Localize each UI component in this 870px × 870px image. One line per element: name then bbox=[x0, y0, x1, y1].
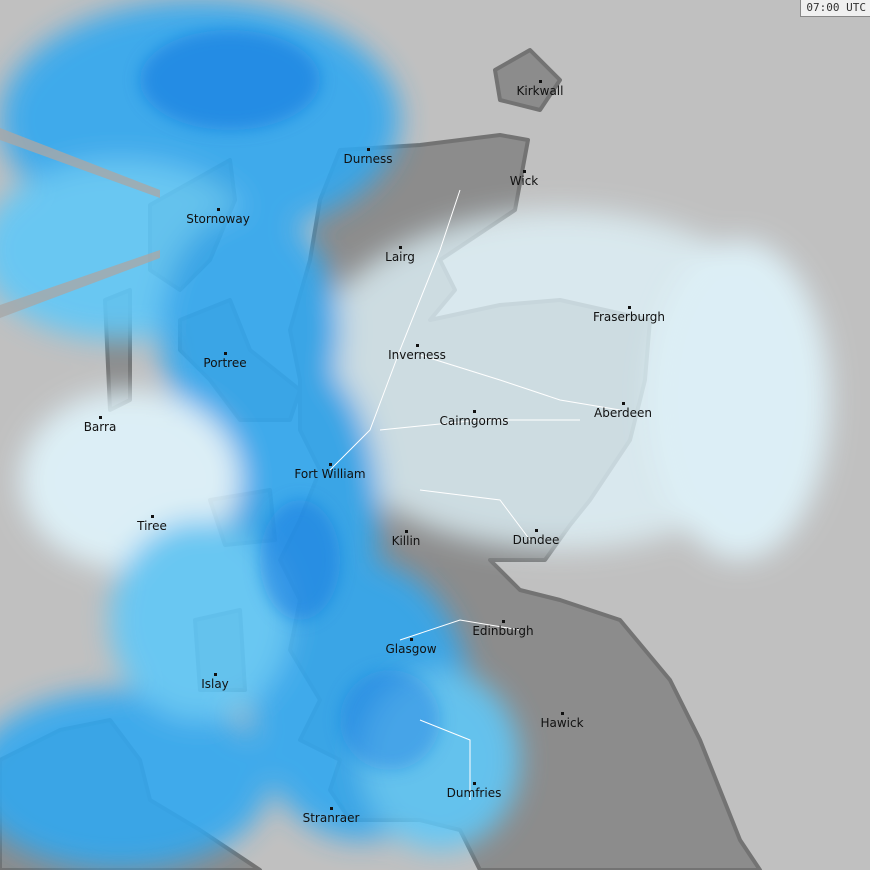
town-marker bbox=[214, 673, 217, 676]
town-label: Lairg bbox=[385, 250, 415, 264]
town-marker bbox=[628, 306, 631, 309]
town-marker bbox=[99, 416, 102, 419]
town-marker bbox=[399, 246, 402, 249]
town-label: Aberdeen bbox=[594, 406, 652, 420]
town-label: Dundee bbox=[512, 533, 560, 547]
radar-artifact-beam bbox=[0, 128, 160, 198]
town-label: Stranraer bbox=[302, 811, 360, 825]
town-label: Portree bbox=[203, 356, 247, 370]
town-label: Fort William bbox=[294, 467, 366, 481]
town-label: Killin bbox=[391, 534, 421, 548]
town-marker bbox=[473, 410, 476, 413]
rain-echoes bbox=[0, 0, 830, 870]
town-marker bbox=[329, 463, 332, 466]
town-marker bbox=[330, 807, 333, 810]
town-marker bbox=[535, 529, 538, 532]
town-marker bbox=[416, 344, 419, 347]
town-label: Tiree bbox=[137, 519, 167, 533]
town-marker bbox=[473, 782, 476, 785]
town-label: Wick bbox=[509, 174, 539, 188]
town-label: Fraserburgh bbox=[592, 310, 666, 324]
town-label: Durness bbox=[343, 152, 393, 166]
town-label: Edinburgh bbox=[472, 624, 534, 638]
town-label: Islay bbox=[201, 677, 229, 691]
timestamp-label: 07:00 UTC bbox=[800, 0, 870, 17]
town-label: Dumfries bbox=[446, 786, 502, 800]
town-marker bbox=[367, 148, 370, 151]
town-label: Stornoway bbox=[186, 212, 250, 226]
town-marker bbox=[539, 80, 542, 83]
town-marker bbox=[217, 208, 220, 211]
town-marker bbox=[224, 352, 227, 355]
town-marker bbox=[151, 515, 154, 518]
town-label: Barra bbox=[83, 420, 117, 434]
town-label: Glasgow bbox=[385, 642, 437, 656]
town-label: Cairngorms bbox=[439, 414, 509, 428]
town-label: Inverness bbox=[388, 348, 446, 362]
town-label: Kirkwall bbox=[516, 84, 564, 98]
town-marker bbox=[622, 402, 625, 405]
town-label: Hawick bbox=[540, 716, 584, 730]
radar-artifact-beam bbox=[0, 250, 160, 318]
town-marker bbox=[502, 620, 505, 623]
town-marker bbox=[523, 170, 526, 173]
town-marker bbox=[410, 638, 413, 641]
town-marker bbox=[405, 530, 408, 533]
town-marker bbox=[561, 712, 564, 715]
orkney-islands bbox=[493, 48, 562, 112]
roads bbox=[329, 189, 621, 800]
